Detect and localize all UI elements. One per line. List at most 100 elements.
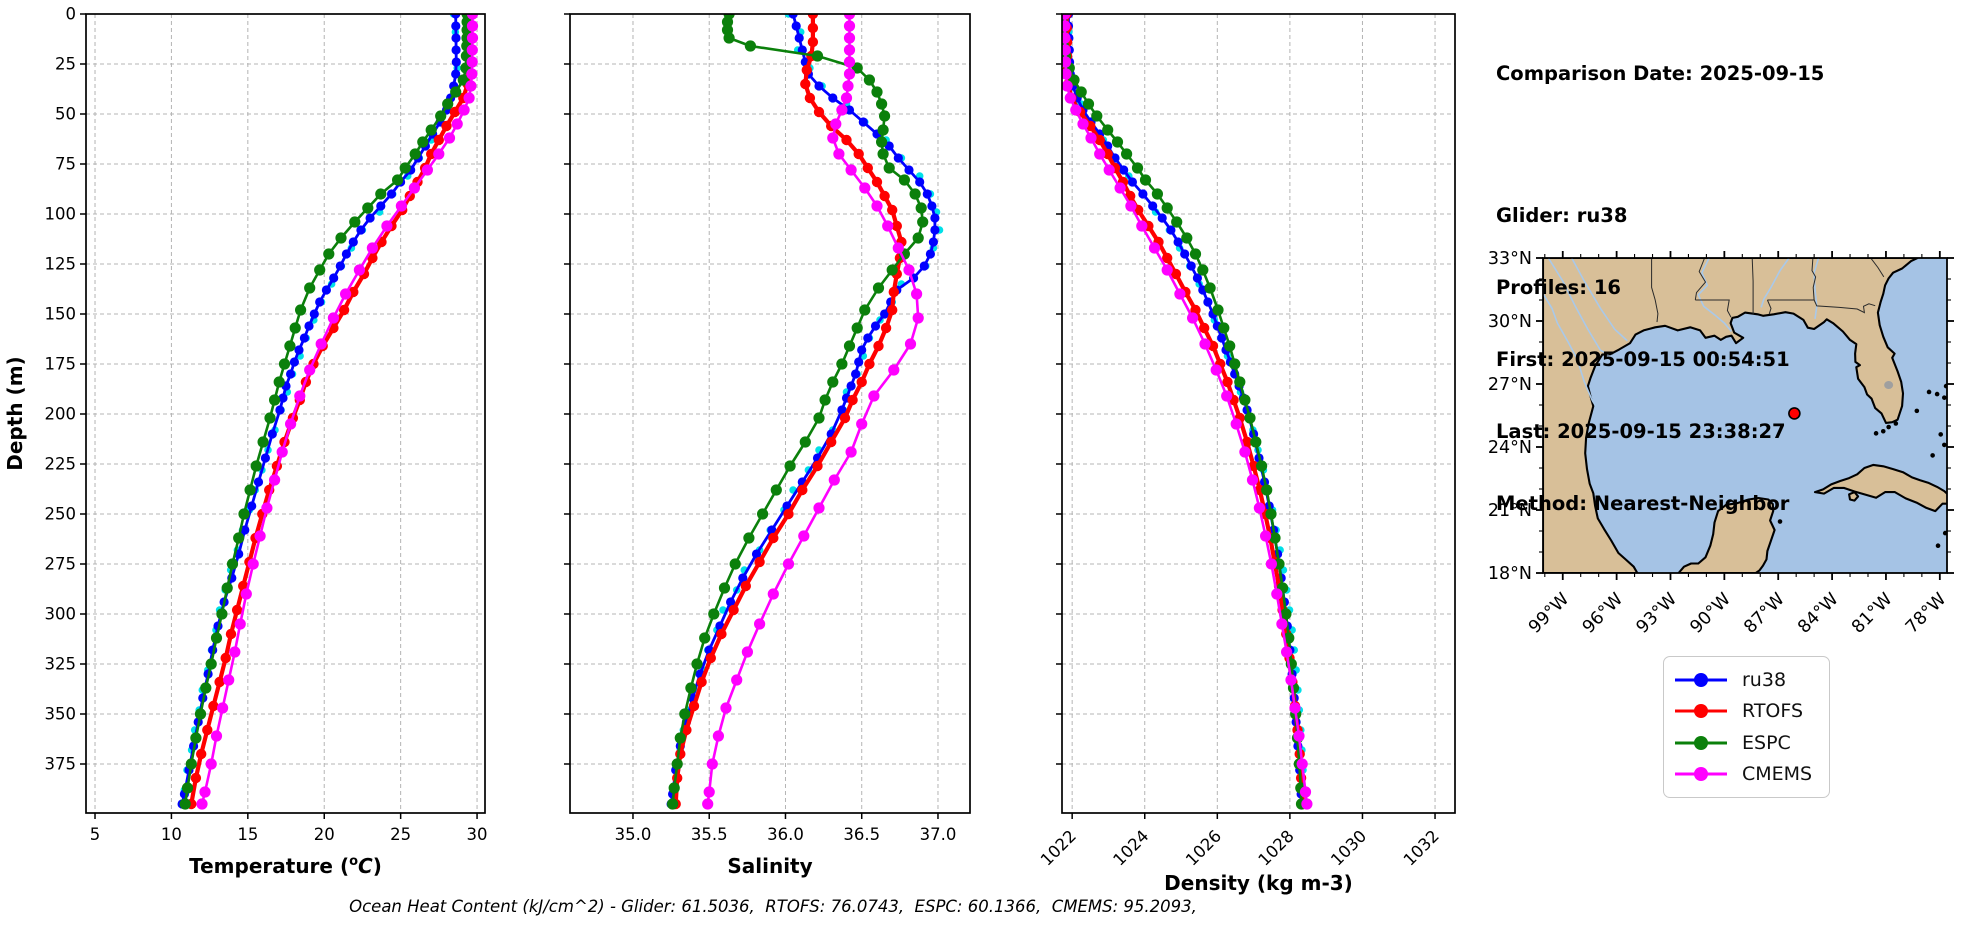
series-RTOFS-marker — [441, 120, 452, 132]
series-CMEMS-marker — [1281, 646, 1293, 658]
river — [1547, 258, 1609, 355]
x-axis-label: Density (kg m-3) — [1164, 871, 1353, 895]
series-ESPC-marker — [784, 460, 796, 472]
series-ESPC-marker — [1239, 394, 1251, 406]
x-tick-label: 37.0 — [920, 825, 957, 844]
series-ru38-marker — [922, 189, 932, 199]
series-ESPC-marker — [314, 264, 326, 276]
state-border — [1694, 258, 1707, 301]
series-ESPC-marker — [1280, 608, 1292, 620]
series-ESPC-marker — [757, 508, 769, 520]
series-ESPC-marker — [799, 436, 811, 448]
series-ESPC-marker — [843, 340, 856, 352]
series-CMEMS-marker — [1085, 132, 1097, 144]
series-ESPC-marker — [1250, 436, 1262, 448]
series-ru38-marker — [451, 45, 461, 55]
series-ru38-marker — [278, 393, 288, 403]
series-ESPC-marker — [819, 394, 831, 406]
series-ru38-marker — [289, 357, 299, 367]
series-ru38-marker — [930, 213, 940, 223]
series-CMEMS — [702, 14, 924, 810]
legend-row-RTOFS: RTOFS — [1673, 700, 1825, 722]
series-ru38-marker — [1119, 165, 1129, 175]
series-ru38-marker — [1186, 261, 1196, 271]
y-tick-label: 175 — [45, 355, 77, 374]
series-ESPC-marker — [1212, 304, 1224, 316]
series-ESPC-marker — [392, 174, 404, 186]
series-ru38-marker — [726, 597, 736, 607]
series-ESPC-marker — [1171, 216, 1183, 228]
series-ru38-marker — [915, 177, 925, 187]
series-ru38-marker — [880, 309, 890, 319]
island-dot — [1930, 453, 1935, 458]
series-CMEMS-marker — [843, 32, 856, 44]
series-CMEMS-marker — [882, 220, 894, 232]
series-ESPC-marker — [836, 358, 848, 370]
series-RTOFS-marker — [225, 628, 237, 640]
series-ru38-marker — [925, 249, 936, 259]
series-ESPC-marker — [721, 16, 734, 28]
map-lon-label: 96°W — [1579, 589, 1627, 637]
series-CMEMS-marker — [1174, 288, 1186, 300]
series-CMEMS-marker — [912, 312, 924, 324]
series-RTOFS-marker — [681, 724, 692, 736]
series-ru38-marker — [858, 117, 868, 127]
series-RTOFS-marker — [800, 78, 811, 90]
series-CMEMS-marker — [466, 56, 478, 68]
first-profile-text: First: 2025-09-15 00:54:51 — [1496, 348, 1790, 371]
series-CMEMS-marker — [782, 558, 795, 570]
series-ESPC-marker — [257, 436, 269, 448]
island-dot — [1942, 395, 1947, 400]
y-tick-label: 225 — [45, 455, 77, 474]
series-ESPC-marker — [1075, 86, 1087, 98]
series-ESPC-marker — [674, 732, 686, 744]
map-lon-label: 78°W — [1902, 589, 1950, 637]
series-RTOFS-marker — [891, 220, 902, 232]
series-RTOFS-marker — [812, 460, 823, 472]
series-ESPC-marker — [457, 74, 469, 86]
series-ESPC-marker — [210, 632, 223, 644]
series-ESPC-marker — [194, 708, 207, 720]
series-ru38-marker — [253, 477, 264, 487]
series-CMEMS — [1062, 14, 1313, 810]
series-ru38-marker — [341, 249, 351, 259]
island-dot — [1893, 421, 1899, 426]
series-CMEMS-marker — [702, 798, 714, 810]
series-RTOFS-marker — [807, 14, 819, 20]
series-CMEMS-marker — [843, 68, 856, 80]
temperature-plot: 5 10 15 20 25 3002550751001251501752002252502… — [45, 5, 488, 879]
series-CMEMS-marker — [1260, 530, 1272, 542]
series-CMEMS-marker — [1276, 618, 1288, 630]
series-ESPC-marker — [859, 304, 871, 316]
map-inner — [1543, 258, 1947, 573]
series-ru38-marker — [451, 57, 461, 67]
series-CMEMS-marker — [836, 104, 848, 116]
series-ESPC-line — [1062, 14, 1303, 806]
series-CMEMS-marker — [1301, 798, 1313, 810]
legend: ru38 RTOFS ESPC CMEMS — [1663, 656, 1830, 798]
island-dot — [1886, 424, 1891, 430]
series-CMEMS-marker — [443, 132, 456, 144]
series-CMEMS-marker — [1136, 220, 1148, 232]
density-plot: 1022 1024 1026 1028 1030 1032 Density (kg m-3) — [1037, 13, 1456, 895]
river — [1813, 258, 1820, 320]
map-lon-label: 93°W — [1633, 589, 1681, 637]
series-RTOFS-marker — [433, 134, 444, 146]
series-ESPC-marker — [851, 322, 863, 334]
series-ru38-marker — [751, 549, 762, 559]
map-lon-label: 90°W — [1687, 589, 1735, 637]
series-RTOFS-marker — [196, 748, 207, 760]
series-ESPC-marker — [1111, 136, 1124, 148]
ohc-footer: Ocean Heat Content (kJ/cm^2) - Glider: 6… — [349, 897, 1197, 916]
series-CMEMS-marker — [210, 730, 223, 742]
island-dot — [1938, 432, 1944, 437]
series-ESPC-marker — [912, 232, 924, 244]
series-ru38-marker — [294, 345, 304, 355]
last-profile-text: Last: 2025-09-15 23:38:27 — [1496, 420, 1786, 443]
island-dot — [1873, 431, 1879, 436]
series-CMEMS-marker — [892, 242, 904, 254]
series-ESPC-marker — [685, 682, 697, 694]
series-CMEMS-marker — [1289, 702, 1301, 714]
series-ESPC-marker — [179, 798, 191, 810]
series-ru38-marker — [267, 429, 277, 439]
